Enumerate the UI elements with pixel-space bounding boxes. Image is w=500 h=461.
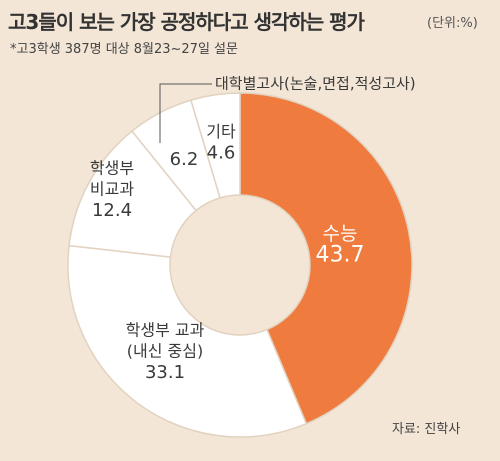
slice-value-label-5: 4.6 xyxy=(207,143,236,164)
slice-name-label-5: 기타 xyxy=(206,122,236,141)
slice-value-label-4: 6.2 xyxy=(170,149,199,170)
slice-value-label-3: 12.4 xyxy=(92,200,132,221)
slice-value-label-1: 43.7 xyxy=(316,243,365,268)
source-label: 자료: 진학사 xyxy=(392,422,461,437)
slice-name-label-2: 학생부 교과 xyxy=(126,321,205,340)
chart-title: 고3들이 보는 가장 공정하다고 생각하는 평가 xyxy=(8,10,365,34)
pie-slice-3 xyxy=(68,130,198,258)
slice-name-label-3: 학생부 xyxy=(90,159,134,178)
chart-subtitle: *고3학생 387명 대상 8월23~27일 설문 xyxy=(10,42,238,57)
slice-value-label-2: 33.1 xyxy=(145,362,185,383)
pie-slice-1 xyxy=(239,92,413,425)
callout-label: 대학별고사(논술,면접,적성고사) xyxy=(215,75,416,93)
slice-name-label-1: 수능 xyxy=(323,223,358,245)
slice-name-label-3: 비교과 xyxy=(90,180,134,199)
slice-name-label-2: (내신 중심) xyxy=(127,342,203,361)
pie-slice-5 xyxy=(190,92,241,199)
callout-line xyxy=(159,83,212,143)
pie-slice-2 xyxy=(67,244,308,438)
unit-label: (단위:%) xyxy=(427,16,478,31)
